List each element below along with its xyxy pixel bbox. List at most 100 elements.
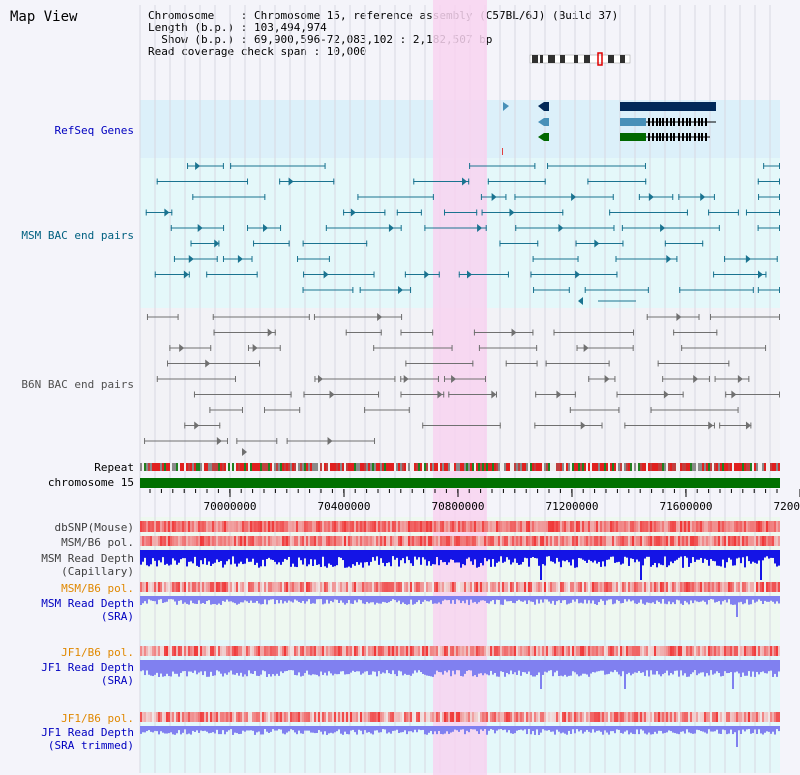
depth-bar <box>576 726 578 730</box>
heat-cell <box>262 536 264 546</box>
depth-bar <box>438 550 440 566</box>
heat-cell <box>514 536 516 546</box>
heat-cell <box>428 582 430 592</box>
heat-cell <box>234 582 236 592</box>
repeat-segment <box>514 463 516 471</box>
depth-bar <box>244 660 246 675</box>
heat-cell <box>170 712 172 722</box>
repeat-segment <box>192 463 194 471</box>
bac-end <box>532 256 534 262</box>
heat-cell <box>442 582 444 592</box>
depth-bar <box>354 550 356 566</box>
bac-arrow <box>580 421 586 430</box>
heat-cell <box>274 536 276 546</box>
heat-cell <box>548 582 550 592</box>
gene-exon <box>666 133 668 141</box>
depth-bar <box>758 726 760 730</box>
heat-cell <box>454 582 456 592</box>
repeat-segment <box>750 463 752 471</box>
repeat-segment <box>386 463 388 471</box>
heat-cell <box>290 582 292 592</box>
heat-cell <box>682 536 684 546</box>
heat-cell <box>774 646 776 656</box>
heat-cell <box>712 646 714 656</box>
gene-block <box>544 102 549 111</box>
heat-cell <box>604 582 606 592</box>
heat-cell <box>360 712 362 722</box>
depth-bar <box>520 550 522 565</box>
depth-bar <box>740 660 742 677</box>
depth-bar <box>476 660 478 677</box>
depth-bar <box>580 726 582 731</box>
heat-cell <box>386 646 388 656</box>
heat-cell <box>610 582 612 592</box>
depth-bar <box>240 596 242 603</box>
heat-cell <box>246 646 248 656</box>
heat-cell <box>710 646 712 656</box>
depth-bar <box>490 596 492 602</box>
heat-cell <box>646 646 648 656</box>
repeat-segment <box>642 463 644 471</box>
depth-bar <box>294 596 296 600</box>
heat-cell <box>384 536 386 546</box>
depth-bar <box>766 726 768 732</box>
depth-bar <box>422 660 424 674</box>
depth-bar <box>728 660 730 673</box>
heat-cell <box>428 521 430 532</box>
heat-cell <box>384 646 386 656</box>
depth-bar <box>512 726 514 734</box>
heat-cell <box>294 646 296 656</box>
heat-cell <box>398 582 400 592</box>
track-label-b6n-bac[interactable]: B6N BAC end pairs <box>21 378 134 391</box>
repeat-segment <box>662 463 664 471</box>
heat-cell <box>736 521 738 532</box>
heat-cell <box>404 536 406 546</box>
heat-cell <box>736 536 738 546</box>
repeat-segment <box>174 463 176 471</box>
depth-bar <box>318 726 320 731</box>
heat-cell <box>644 712 646 722</box>
heat-cell <box>296 521 298 532</box>
depth-bar <box>744 660 746 676</box>
depth-bar <box>582 660 584 674</box>
depth-bar <box>716 660 718 672</box>
depth-bar <box>656 726 658 734</box>
heat-cell <box>436 712 438 722</box>
track-label-msm-bac[interactable]: MSM BAC end pairs <box>21 229 134 242</box>
depth-bar <box>530 660 532 676</box>
heat-cell <box>674 521 676 532</box>
depth-bar <box>422 596 424 602</box>
heat-cell <box>320 521 322 532</box>
heat-cell <box>186 521 188 532</box>
track-label-refseq[interactable]: RefSeq Genes <box>54 124 134 137</box>
heat-cell <box>214 521 216 532</box>
repeat-segment <box>644 463 646 471</box>
heat-cell <box>652 712 654 722</box>
heat-cell <box>456 536 458 546</box>
heat-cell <box>326 521 328 532</box>
heat-cell <box>406 521 408 532</box>
heat-cell <box>298 582 300 592</box>
depth-bar <box>470 660 472 671</box>
repeat-segment <box>584 463 586 471</box>
heat-cell <box>658 712 660 722</box>
heat-cell <box>482 646 484 656</box>
depth-bar <box>700 726 702 732</box>
depth-bar <box>268 660 270 675</box>
heat-cell <box>504 521 506 532</box>
heat-cell <box>444 712 446 722</box>
heat-cell <box>484 521 486 532</box>
heat-cell <box>620 521 622 532</box>
depth-bar <box>554 660 556 673</box>
heat-cell <box>408 582 410 592</box>
heat-cell <box>386 712 388 722</box>
depth-bar <box>498 550 500 562</box>
bac-end <box>288 240 290 247</box>
depth-bar <box>422 550 424 558</box>
repeat-segment <box>396 463 398 471</box>
depth-bar <box>612 550 614 557</box>
depth-bar <box>540 660 542 689</box>
bac-end <box>223 225 225 231</box>
heat-cell <box>440 536 442 546</box>
